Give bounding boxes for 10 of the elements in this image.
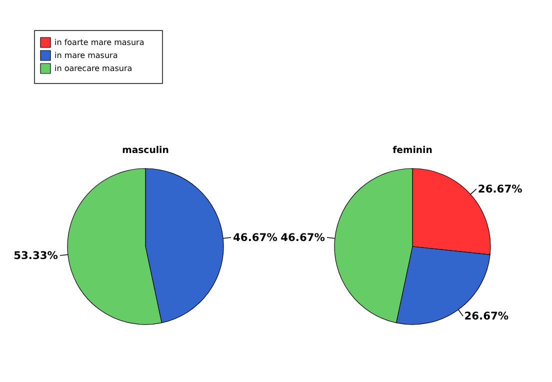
data-label: 26.67% [464,310,509,323]
legend-label: in mare masura [54,51,118,60]
data-label: 46.67% [233,231,278,244]
text: masculin [122,145,169,156]
chart-title: feminin [392,145,432,156]
data-label: 46.67% [280,231,326,244]
data-label: 26.67% [478,182,523,196]
legend-label: in foarte mare masura [54,38,144,47]
data-label: 53.33% [14,248,58,262]
legend-label: in oarecare masura [54,64,132,73]
